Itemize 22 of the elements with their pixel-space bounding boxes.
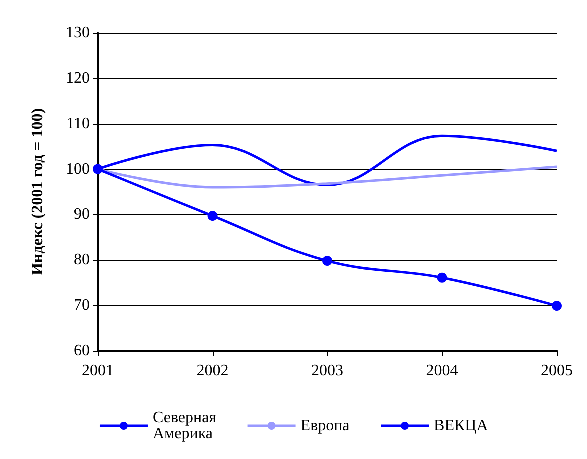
y-tick-label: 100 (66, 160, 90, 178)
y-tick-label: 60 (74, 342, 90, 360)
x-tick-label: 2004 (426, 362, 458, 380)
y-tick-label: 130 (66, 24, 90, 42)
point (93, 164, 103, 174)
point (208, 211, 218, 222)
y-tick-label: 110 (66, 115, 90, 132)
y-tick-label: 70 (74, 297, 90, 314)
x-tick-label: 2003 (312, 362, 344, 380)
y-axis-title: Индекс (2001 год = 100) (30, 108, 46, 276)
legend-label: ВЕКЦА (434, 418, 489, 434)
point (437, 272, 448, 283)
x-tick-label: 2002 (196, 362, 229, 380)
x-tick-label: 2001 (82, 362, 114, 380)
y-tick-label: 120 (66, 70, 90, 87)
legend-label: Европа (300, 418, 350, 434)
point (552, 301, 562, 312)
y-tick-label: 80 (74, 252, 90, 269)
y-tick-label: 90 (74, 206, 90, 224)
x-tick-label: 2005 (541, 362, 573, 380)
legend-label: Северная Америка (152, 410, 218, 442)
point (322, 256, 332, 266)
